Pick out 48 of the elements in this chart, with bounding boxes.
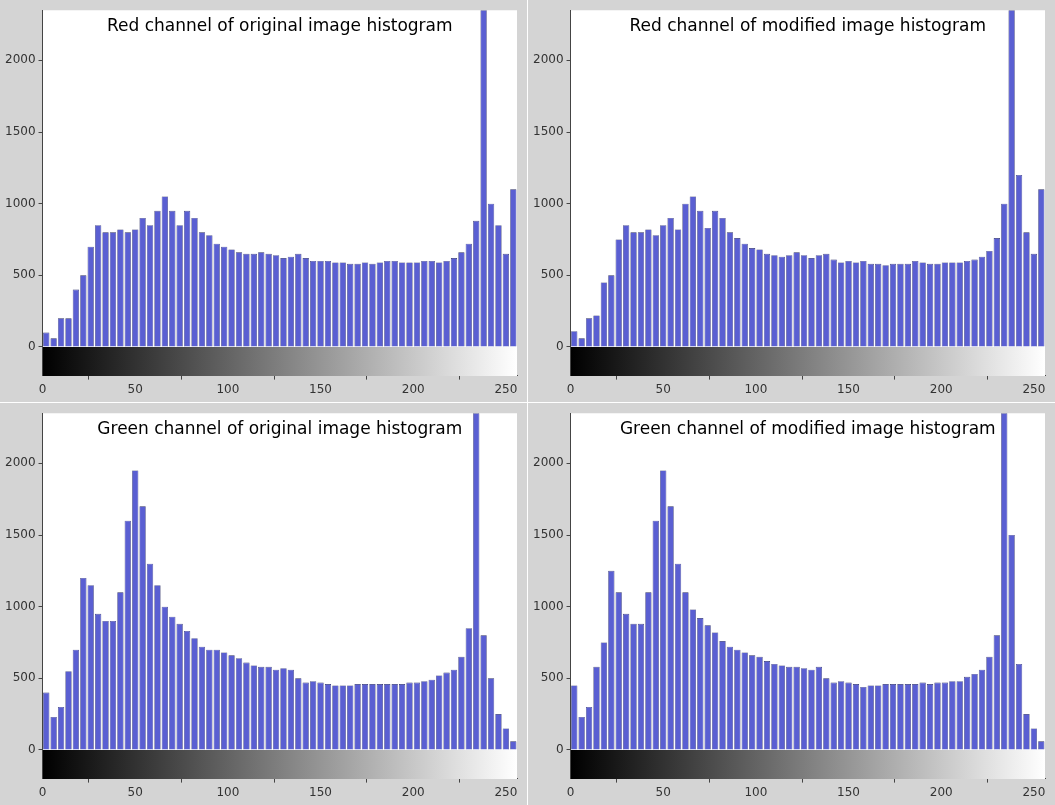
- y-tick-label: 2000: [532, 455, 564, 470]
- chart-title: Red channel of original image histogram: [106, 15, 453, 36]
- y-tick-label: 0: [555, 339, 564, 354]
- y-tick-label: 500: [540, 267, 564, 282]
- y-tick-label: 1000: [4, 195, 36, 210]
- x-tick-label: 150: [309, 381, 332, 396]
- x-tick-label: 50: [127, 381, 143, 396]
- x-tick-label: 200: [401, 381, 425, 396]
- y-tick-label: 2000: [532, 52, 564, 67]
- y-tick-label: 1500: [532, 124, 564, 139]
- chart-title: Red channel of modified image histogram: [629, 15, 987, 36]
- x-tick-label: 200: [929, 784, 953, 799]
- y-tick-label: 0: [27, 742, 36, 757]
- y-tick-label: 1000: [4, 598, 36, 613]
- y-tick-label: 1500: [4, 527, 36, 542]
- y-tick-label: 500: [540, 670, 564, 685]
- chart-title: Green channel of modified image histogram: [619, 418, 996, 439]
- x-tick-label: 250: [1022, 381, 1046, 396]
- y-tick-label: 0: [555, 742, 564, 757]
- chart-title: Green channel of original image histogram: [97, 418, 463, 439]
- y-tick-label: 1000: [532, 598, 564, 613]
- y-tick-label: 1500: [532, 527, 564, 542]
- x-tick-label: 100: [744, 381, 768, 396]
- x-tick-label: 0: [38, 784, 47, 799]
- x-tick-label: 250: [1022, 784, 1046, 799]
- y-tick-label: 2000: [4, 52, 36, 67]
- y-tick-label: 1500: [4, 124, 36, 139]
- x-tick-label: 0: [566, 381, 575, 396]
- y-tick-label: 500: [12, 267, 36, 282]
- x-tick-label: 50: [655, 784, 671, 799]
- x-tick-label: 150: [837, 381, 860, 396]
- y-tick-label: 0: [27, 339, 36, 354]
- y-tick-label: 1000: [532, 195, 564, 210]
- x-tick-label: 50: [127, 784, 143, 799]
- x-tick-label: 150: [837, 784, 860, 799]
- y-tick-label: 500: [12, 670, 36, 685]
- x-tick-label: 150: [309, 784, 332, 799]
- x-tick-label: 250: [494, 381, 518, 396]
- x-tick-label: 50: [655, 381, 671, 396]
- x-tick-label: 100: [216, 784, 240, 799]
- x-tick-label: 0: [38, 381, 47, 396]
- x-tick-label: 100: [744, 784, 768, 799]
- x-tick-label: 200: [929, 381, 953, 396]
- y-tick-label: 2000: [4, 455, 36, 470]
- x-tick-label: 200: [401, 784, 425, 799]
- x-tick-label: 100: [216, 381, 240, 396]
- x-tick-label: 250: [494, 784, 518, 799]
- x-tick-label: 0: [566, 784, 575, 799]
